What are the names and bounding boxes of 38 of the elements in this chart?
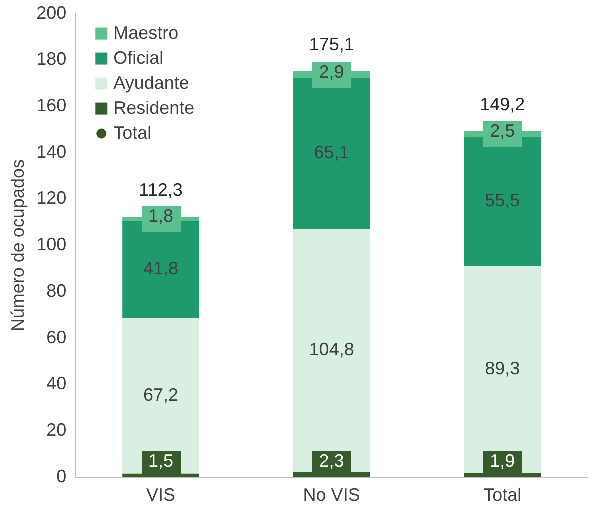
legend-label: Ayudante [114, 72, 190, 93]
data-label: 67,2 [144, 385, 179, 406]
y-tick-label: 200 [36, 2, 67, 23]
data-label: 2,5 [489, 121, 516, 144]
y-tick-label: 60 [46, 327, 67, 348]
y-tick-label: 160 [36, 95, 67, 116]
bar [464, 266, 542, 473]
data-label: 65,1 [314, 142, 350, 163]
x-tick-label: VIS [146, 485, 176, 506]
data-label: 1,8 [148, 206, 175, 228]
y-tick-label: 40 [46, 374, 67, 394]
total-label: 175,1 [309, 34, 354, 54]
legend-label: Oficial [114, 48, 164, 68]
y-tick-label: 80 [46, 280, 67, 301]
x-tick-label: Total [484, 485, 522, 506]
y-tick-label: 180 [36, 49, 67, 70]
data-label: 1,9 [489, 451, 516, 474]
y-tick-label: 100 [36, 234, 67, 255]
data-label: 41,8 [144, 258, 179, 279]
data-label: 2,3 [318, 451, 346, 474]
data-label: 1,5 [148, 451, 175, 474]
data-label: 2,9 [318, 62, 346, 84]
total-label: 112,3 [139, 180, 183, 200]
bar [293, 229, 370, 472]
x-tick-label: No VIS [303, 485, 360, 506]
y-tick-label: 120 [36, 188, 67, 208]
y-tick-label: 0 [56, 466, 67, 486]
data-label: 55,5 [485, 190, 520, 211]
legend-label: Total [114, 122, 152, 143]
data-label: 104,8 [309, 340, 354, 360]
legend-label: Residente [114, 98, 195, 118]
data-label: 89,3 [485, 358, 520, 378]
legend-label: Maestro [114, 22, 179, 43]
y-tick-label: 140 [36, 142, 67, 162]
y-axis-title: Número de ocupados [8, 160, 28, 332]
bar [122, 318, 200, 474]
y-tick-label: 20 [46, 420, 67, 440]
total-label: 149,2 [480, 94, 526, 115]
